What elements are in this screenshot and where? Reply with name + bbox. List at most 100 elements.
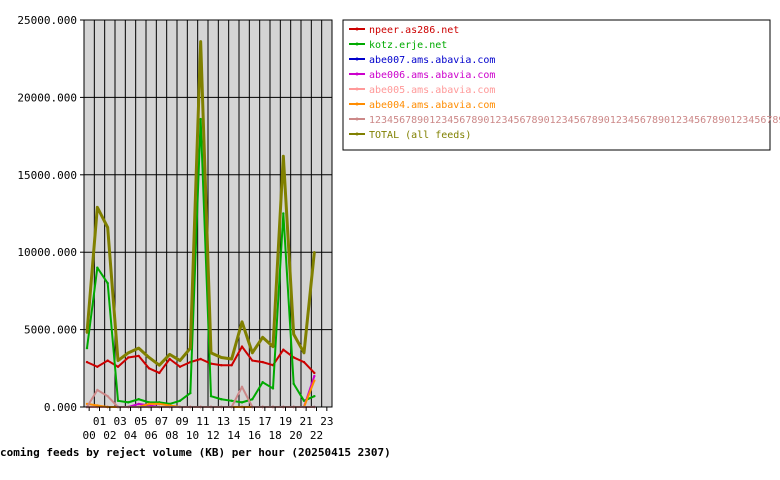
- data-point: [230, 399, 233, 403]
- data-point: [302, 399, 306, 403]
- data-point: [147, 367, 151, 370]
- data-point: [282, 212, 285, 215]
- data-point: [106, 226, 109, 229]
- legend-label: abe004.ams.abavia.com: [369, 100, 495, 111]
- data-point: [189, 346, 192, 350]
- data-point: [178, 399, 182, 403]
- y-tick-label: 20000.000: [17, 91, 77, 104]
- legend-label: abe007.ams.abavia.com: [369, 55, 495, 66]
- series-group: [85, 345, 316, 375]
- legend-swatch-point: [355, 42, 359, 46]
- data-point: [137, 402, 140, 406]
- data-point: [85, 346, 89, 350]
- data-point: [147, 356, 151, 359]
- data-point: [292, 333, 295, 336]
- data-point: [240, 345, 244, 348]
- data-point: [96, 388, 99, 392]
- x-tick-label: 16: [248, 429, 261, 442]
- x-tick-label: 07: [155, 415, 168, 428]
- data-point: [302, 360, 306, 364]
- data-point: [240, 401, 244, 404]
- x-tick-label: 05: [134, 415, 147, 428]
- legend-swatch-point: [355, 27, 359, 31]
- x-tick-label: 10: [186, 429, 199, 442]
- data-point: [220, 398, 223, 401]
- y-tick-label: 25000.000: [17, 14, 77, 27]
- legend: npeer.as286.net kotz.erje.net abe007.ams.a…: [342, 19, 780, 151]
- x-tick-label: 20: [289, 429, 302, 442]
- data-point: [137, 346, 140, 350]
- legend-swatch-point: [355, 117, 359, 121]
- data-point: [96, 266, 99, 269]
- data-point: [313, 251, 316, 254]
- data-point: [116, 359, 120, 362]
- x-tick-label: 17: [258, 415, 271, 428]
- legend-label: abe006.ams.abavia.com: [369, 70, 495, 81]
- x-tick-label: 11: [196, 415, 209, 428]
- x-tick-label: 14: [227, 429, 241, 442]
- data-point: [158, 364, 161, 367]
- data-point: [282, 348, 285, 351]
- x-tick-label: 03: [114, 415, 127, 428]
- legend-swatch-point: [355, 87, 359, 91]
- data-point: [261, 360, 264, 364]
- data-point: [261, 381, 264, 384]
- data-point: [220, 356, 223, 359]
- x-tick-label: 09: [176, 415, 189, 428]
- data-point: [106, 359, 109, 362]
- x-tick-label: 08: [165, 429, 178, 442]
- y-tick-label: 10000.000: [17, 246, 77, 259]
- series-group: [85, 40, 316, 367]
- x-tick-label: 04: [124, 429, 138, 442]
- x-tick-label: 23: [320, 415, 333, 428]
- legend-label: kotz.erje.net: [369, 40, 447, 51]
- x-tick-label: 22: [310, 429, 323, 442]
- data-point: [230, 357, 233, 361]
- data-point: [96, 206, 99, 209]
- data-point: [261, 336, 264, 339]
- data-point: [168, 357, 171, 361]
- x-tick-label: 18: [269, 429, 282, 442]
- data-point: [96, 365, 99, 368]
- legend-swatch-point: [355, 57, 359, 61]
- data-point: [168, 353, 171, 356]
- data-point: [251, 351, 254, 355]
- legend-label: npeer.as286.net: [369, 25, 459, 36]
- y-axis: 0.000 5000.000 10000.000 15000.000 20000.000…: [17, 14, 84, 414]
- x-tick-label: 15: [238, 415, 251, 428]
- data-point: [199, 357, 202, 361]
- data-point: [127, 356, 130, 359]
- x-tick-label: 01: [93, 415, 106, 428]
- x-tick-label: 12: [207, 429, 220, 442]
- data-point: [106, 281, 109, 285]
- data-point: [96, 404, 99, 407]
- data-point: [313, 371, 316, 375]
- data-point: [106, 394, 109, 398]
- data-point: [220, 364, 223, 367]
- legend-swatch-point: [355, 72, 359, 76]
- x-tick-label: 13: [217, 415, 230, 428]
- data-point: [282, 155, 285, 158]
- data-point: [85, 331, 89, 334]
- legend-swatch-point: [355, 102, 359, 106]
- legend-label: abe005.ams.abavia.com: [369, 85, 495, 96]
- y-tick-label: 15000.000: [17, 169, 77, 182]
- x-axis: 0001020304050607080910111213141516171819…: [83, 407, 333, 442]
- data-point: [313, 394, 316, 398]
- data-point: [251, 359, 254, 362]
- chart-title: coming feeds by reject volume (KB) per h…: [0, 446, 391, 459]
- data-point: [116, 399, 120, 403]
- data-point: [137, 398, 140, 401]
- data-point: [199, 117, 202, 121]
- data-point: [209, 351, 213, 355]
- legend-box: [342, 19, 771, 151]
- data-point: [137, 354, 140, 358]
- data-point: [158, 402, 161, 406]
- data-point: [313, 374, 316, 378]
- data-point: [271, 387, 275, 390]
- data-point: [313, 379, 316, 382]
- y-tick-label: 5000.000: [24, 324, 77, 337]
- data-point: [116, 365, 120, 368]
- legend-label: 1234567890123456789012345678901234567890…: [369, 115, 780, 126]
